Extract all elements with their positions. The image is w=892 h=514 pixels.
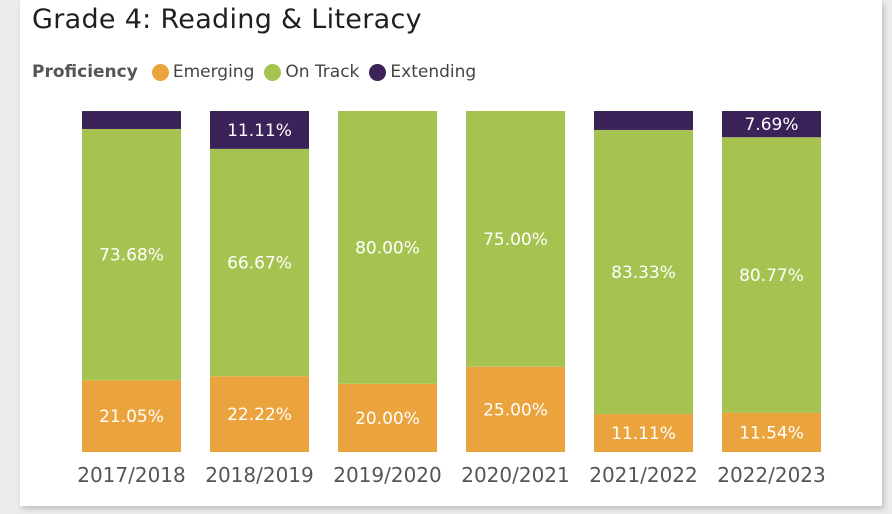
data-label-on-track-2020-2021: 75.00% xyxy=(483,230,548,250)
bar-extending-2017-2018[interactable] xyxy=(82,111,181,129)
x-tick-label-2022-2023: 2022/2023 xyxy=(717,463,826,487)
bar-emerging-2017-2018[interactable] xyxy=(82,380,181,452)
data-label-emerging-2020-2021: 25.00% xyxy=(483,400,548,420)
data-label-emerging-2018-2019: 22.22% xyxy=(227,405,292,425)
data-label-on-track-2018-2019: 66.67% xyxy=(227,254,292,274)
bar-extending-2022-2023[interactable] xyxy=(722,111,821,138)
legend-swatch-emerging xyxy=(151,63,169,81)
x-tick-label-2019-2020: 2019/2020 xyxy=(333,463,442,487)
x-tick-label-2017-2018: 2017/2018 xyxy=(77,463,186,487)
legend-item-extending[interactable]: Extending xyxy=(369,62,476,82)
bar-on-track-2021-2022[interactable] xyxy=(594,129,693,415)
data-label-emerging-2019-2020: 20.00% xyxy=(355,409,420,429)
chart-card: Grade 4: Reading & Literacy Proficiency … xyxy=(20,0,882,506)
bar-extending-2018-2019[interactable] xyxy=(210,111,309,149)
bar-emerging-2022-2023[interactable] xyxy=(722,412,821,452)
legend-item-on-track[interactable]: On Track xyxy=(264,62,359,82)
legend-swatch-extending xyxy=(369,63,387,81)
x-tick-label-2020-2021: 2020/2021 xyxy=(461,463,570,487)
data-label-on-track-2019-2020: 80.00% xyxy=(355,238,420,258)
bar-emerging-2018-2019[interactable] xyxy=(210,376,309,452)
bar-on-track-2018-2019[interactable] xyxy=(210,148,309,377)
bar-emerging-2019-2020[interactable] xyxy=(338,383,437,452)
legend-swatch-on-track xyxy=(264,63,282,81)
data-label-emerging-2021-2022: 11.11% xyxy=(611,424,676,444)
chart-title: Grade 4: Reading & Literacy xyxy=(32,4,422,35)
data-label-extending-2018-2019: 11.11% xyxy=(227,121,292,141)
bar-extending-2021-2022[interactable] xyxy=(594,111,693,130)
legend: Proficiency Emerging On Track Extending xyxy=(32,61,486,83)
bar-on-track-2017-2018[interactable] xyxy=(82,128,181,381)
legend-item-emerging[interactable]: Emerging xyxy=(151,62,255,82)
data-label-on-track-2021-2022: 83.33% xyxy=(611,263,676,283)
bar-on-track-2019-2020[interactable] xyxy=(338,111,437,384)
legend-title: Proficiency xyxy=(32,62,138,82)
stacked-bar-chart: 21.05% 73.68% 2017/2018 22.22% 66.67% 11.11% 2… xyxy=(77,111,826,487)
bar-on-track-2020-2021[interactable] xyxy=(466,111,565,367)
data-label-extending-2022-2023: 7.69% xyxy=(744,115,798,135)
x-tick-label-2021-2022: 2021/2022 xyxy=(589,463,698,487)
x-tick-label-2018-2019: 2018/2019 xyxy=(205,463,314,487)
legend-label-extending: Extending xyxy=(390,62,477,82)
bar-emerging-2021-2022[interactable] xyxy=(594,414,693,452)
data-label-emerging-2022-2023: 11.54% xyxy=(739,423,804,443)
legend-label-on-track: On Track xyxy=(285,62,360,82)
data-label-on-track-2022-2023: 80.77% xyxy=(739,266,804,286)
legend-label-emerging: Emerging xyxy=(172,62,255,82)
data-label-emerging-2017-2018: 21.05% xyxy=(99,407,164,427)
bar-emerging-2020-2021[interactable] xyxy=(466,366,565,452)
data-label-on-track-2017-2018: 73.68% xyxy=(99,246,164,266)
bar-on-track-2022-2023[interactable] xyxy=(722,137,821,413)
